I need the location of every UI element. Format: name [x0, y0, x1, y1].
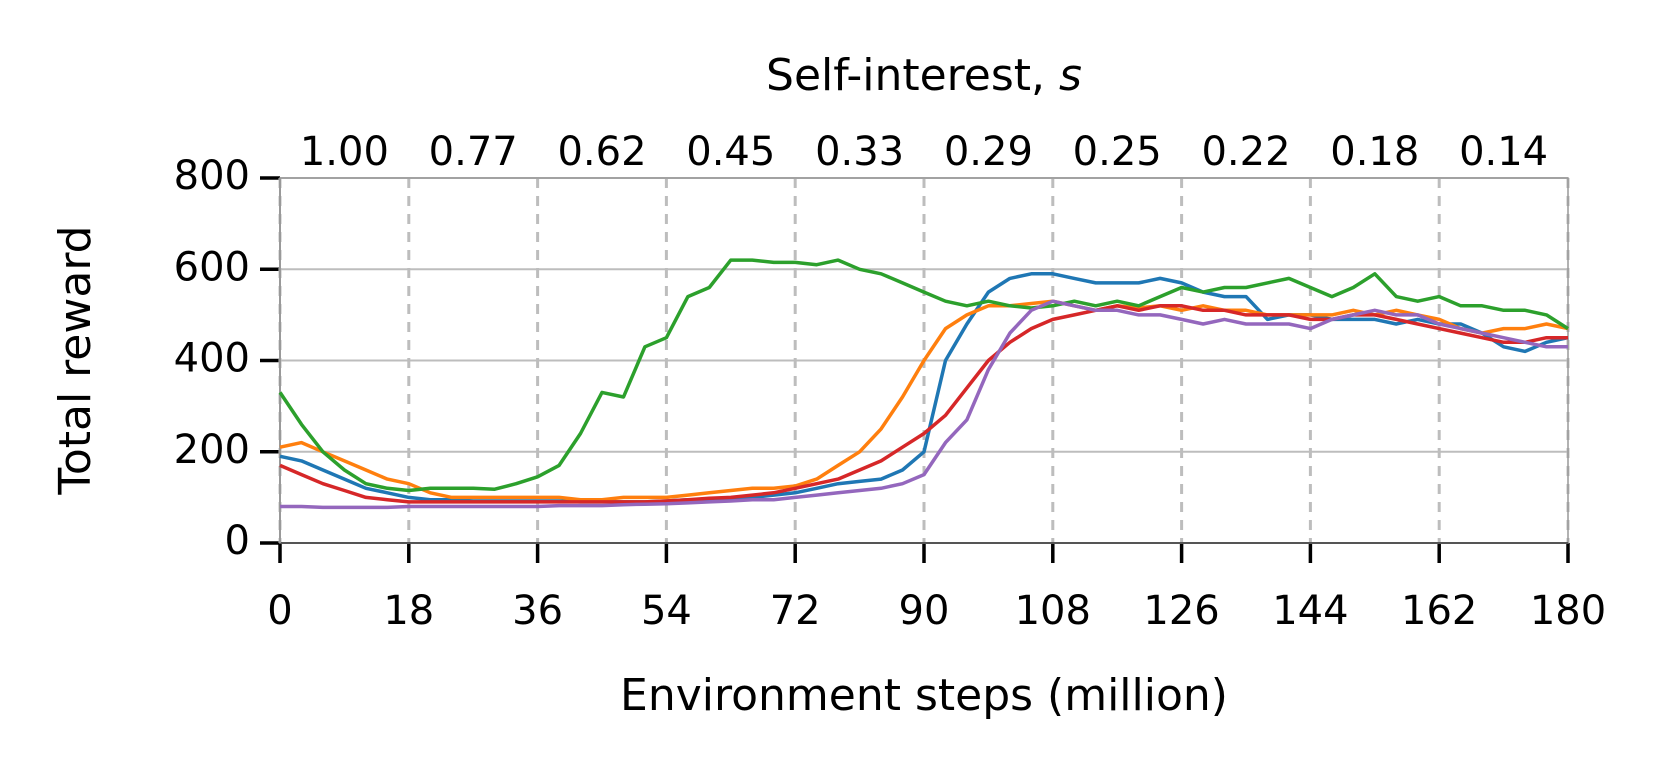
x-tick-label: 144 — [1272, 588, 1348, 634]
top-tick-label: 0.25 — [1073, 129, 1162, 175]
top-tick-label: 0.14 — [1459, 129, 1548, 175]
top-tick-label: 1.00 — [300, 129, 389, 175]
top-tick-label: 0.45 — [686, 129, 775, 175]
y-tick-label: 800 — [174, 153, 250, 199]
x-tick-label: 0 — [267, 588, 292, 634]
x-tick-label: 108 — [1015, 588, 1091, 634]
x-tick-label: 162 — [1401, 588, 1477, 634]
top-axis-variable: s — [1059, 50, 1082, 101]
top-axis-title: Self-interest, s — [766, 50, 1082, 101]
top-tick-label: 0.22 — [1201, 129, 1290, 175]
y-tick-label: 0 — [225, 518, 250, 564]
top-tick-label: 0.29 — [944, 129, 1033, 175]
y-axis-label: Total reward — [50, 225, 101, 495]
y-tick-label: 600 — [174, 244, 250, 290]
top-tick-label: 0.33 — [815, 129, 904, 175]
x-tick-label: 54 — [641, 588, 692, 634]
x-tick-label: 18 — [383, 588, 434, 634]
data-line — [279, 299, 1569, 502]
top-tick-label: 0.77 — [429, 129, 518, 175]
x-tick-label: 36 — [512, 588, 563, 634]
x-tick-label: 90 — [899, 588, 950, 634]
top-tick-label: 0.18 — [1330, 129, 1419, 175]
top-axis-label: Self-interest, — [766, 50, 1045, 101]
data-line — [278, 258, 1569, 493]
x-axis-label: Environment steps (million) — [620, 670, 1228, 721]
data-line — [280, 299, 1568, 510]
x-tick-label: 72 — [770, 588, 821, 634]
x-tick-label: 126 — [1143, 588, 1219, 634]
y-tick-label: 400 — [174, 336, 250, 382]
x-tick-label: 180 — [1530, 588, 1606, 634]
top-tick-label: 0.62 — [557, 129, 646, 175]
y-tick-label: 200 — [174, 427, 250, 473]
